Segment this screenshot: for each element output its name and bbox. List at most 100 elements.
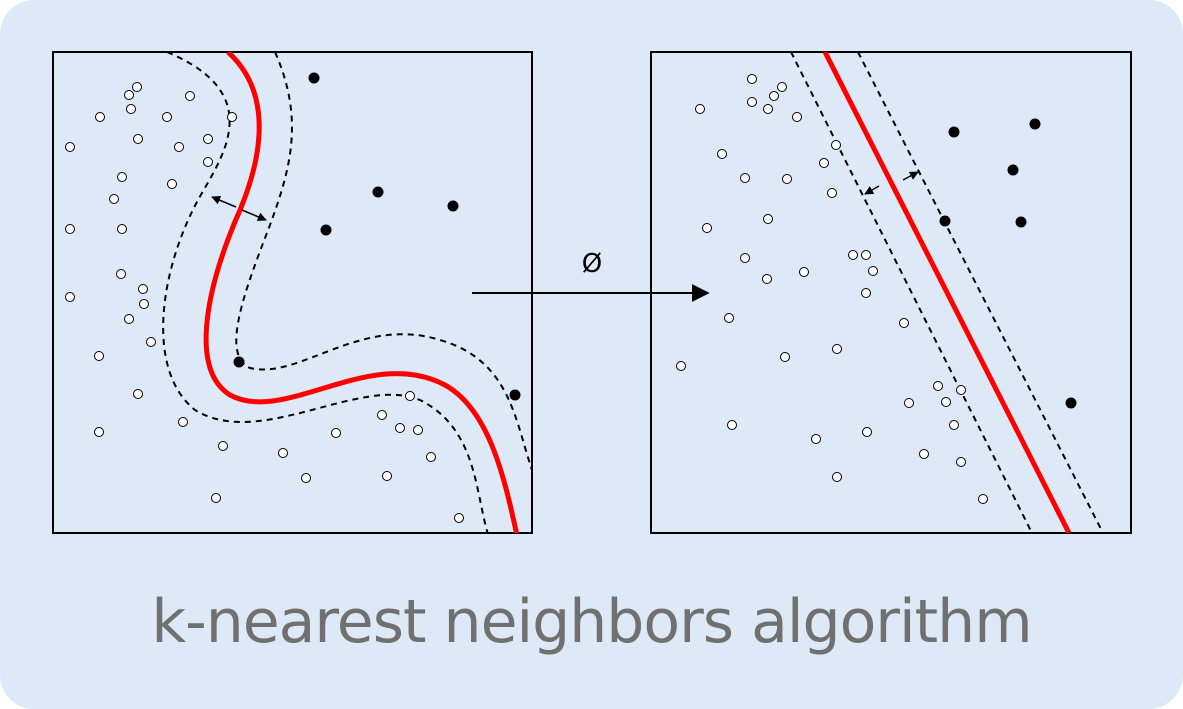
white-point (763, 104, 773, 114)
white-point (218, 441, 228, 451)
white-point (227, 112, 237, 122)
left-margin-line-outer (162, 52, 489, 533)
white-point (933, 381, 943, 391)
white-point (413, 425, 423, 435)
black-point (233, 356, 245, 368)
left-white-points (65, 82, 464, 523)
black-point (1065, 397, 1077, 409)
right-decision-boundary[interactable] (822, 52, 1072, 533)
white-point (146, 337, 156, 347)
white-point (426, 452, 436, 462)
white-point (899, 318, 909, 328)
right-margin-arrow-left (864, 185, 880, 195)
white-point (133, 134, 143, 144)
white-point (676, 361, 686, 371)
white-point (185, 91, 195, 101)
white-point (132, 82, 142, 92)
white-point (780, 352, 790, 362)
black-point (509, 389, 521, 401)
white-point (109, 194, 119, 204)
white-point (203, 157, 213, 167)
left-decision-boundary[interactable] (203, 52, 520, 540)
white-point (139, 299, 149, 309)
white-point (919, 449, 929, 459)
white-point (811, 434, 821, 444)
black-point (1029, 118, 1041, 130)
black-point (320, 224, 332, 236)
white-point (769, 91, 779, 101)
white-point (831, 140, 841, 150)
black-point (372, 186, 384, 198)
white-point (278, 448, 288, 458)
white-point (65, 224, 75, 234)
feature-space-panel (650, 51, 1132, 534)
white-point (178, 417, 188, 427)
white-point (117, 224, 127, 234)
white-point (211, 493, 221, 503)
right-white-points (676, 74, 988, 504)
white-point (695, 104, 705, 114)
white-point (832, 344, 842, 354)
white-point (382, 471, 392, 481)
right-black-points (939, 118, 1077, 409)
white-point (724, 313, 734, 323)
white-point (861, 250, 871, 260)
left-margin-arrow-right (241, 209, 267, 222)
white-point (978, 494, 988, 504)
input-space-panel (52, 51, 533, 540)
white-point (94, 351, 104, 361)
black-point (308, 72, 320, 84)
white-point (126, 104, 136, 114)
white-point (395, 423, 405, 433)
black-point (1007, 164, 1019, 176)
white-point (782, 174, 792, 184)
white-point (819, 158, 829, 168)
white-point (174, 142, 184, 152)
white-point (956, 385, 966, 395)
white-point (702, 223, 712, 233)
white-point (861, 288, 871, 298)
left-margin-line-inner (235, 52, 532, 471)
white-point (301, 473, 311, 483)
left-black-points (233, 72, 521, 401)
white-point (162, 112, 172, 122)
white-point (868, 266, 878, 276)
right-margin-line-left (790, 52, 1033, 533)
white-point (740, 253, 750, 263)
white-point (747, 97, 757, 107)
black-point (1015, 216, 1027, 228)
white-point (124, 314, 134, 324)
feature-space-frame (650, 51, 1132, 534)
white-point (832, 472, 842, 482)
input-space-frame (52, 51, 533, 534)
white-point (124, 90, 134, 100)
diagram-caption: k-nearest neighbors algorithm (151, 587, 1032, 657)
white-point (405, 391, 415, 401)
white-point (792, 112, 802, 122)
white-point (904, 398, 914, 408)
white-point (95, 112, 105, 122)
black-point (948, 126, 960, 138)
white-point (377, 410, 387, 420)
white-point (949, 420, 959, 430)
white-point (116, 269, 126, 279)
white-point (138, 284, 148, 294)
mapping-symbol: Ø (582, 249, 602, 279)
white-point (941, 397, 951, 407)
black-point (447, 200, 459, 212)
white-point (167, 179, 177, 189)
white-point (65, 142, 75, 152)
white-point (117, 172, 127, 182)
white-point (94, 427, 104, 437)
white-point (740, 173, 750, 183)
white-point (777, 82, 787, 92)
right-margin-arrow-right (902, 171, 919, 181)
white-point (747, 74, 757, 84)
white-point (454, 513, 464, 523)
white-point (827, 188, 837, 198)
white-point (727, 420, 737, 430)
white-point (956, 457, 966, 467)
right-margin-line-right (857, 52, 1104, 533)
